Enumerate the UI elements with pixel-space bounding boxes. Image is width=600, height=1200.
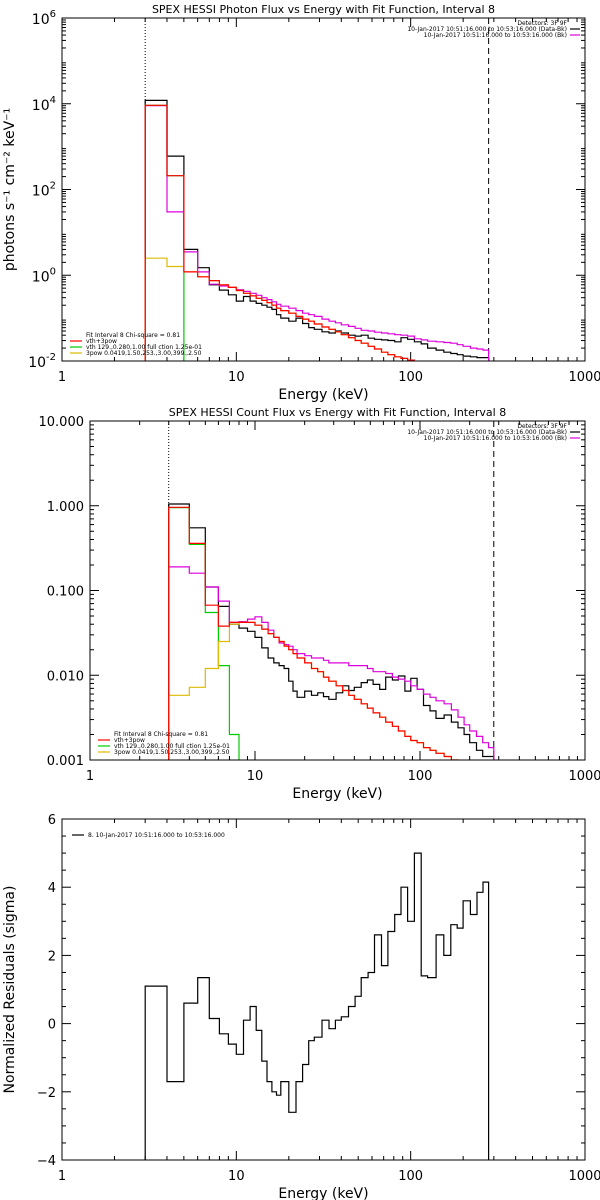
x-tick-label: 100	[408, 769, 433, 784]
x-tick-label: 10	[228, 370, 245, 385]
x-tick-label: 1	[58, 370, 66, 385]
legend-text: 3pow 0.0419,1.50,253.,3.00,399.,2.50	[114, 749, 230, 756]
x-tick-label: 10	[228, 1169, 245, 1184]
x-tick-label: 100	[398, 370, 423, 385]
x-axis-label: Energy (keV)	[278, 1186, 368, 1200]
y-tick-label: 6	[48, 813, 56, 828]
y-tick-label: 4	[48, 881, 56, 896]
y-tick-label: 104	[32, 95, 56, 114]
plot-area	[144, 99, 490, 361]
x-tick-label: 1	[86, 769, 94, 784]
legend-text: Detectors: 3F 9F	[517, 20, 567, 27]
series-line	[168, 503, 495, 760]
legend-text: vth+3pow	[114, 737, 145, 744]
chart-title: SPEX HESSI Photon Flux vs Energy with Fi…	[152, 3, 495, 16]
series-line	[144, 104, 490, 361]
y-tick-label: 0.001	[47, 754, 84, 769]
plot-area	[144, 852, 490, 1160]
x-tick-label: 1000	[568, 769, 600, 784]
x-tick-label: 10	[247, 769, 264, 784]
legend-text: Fit Interval 8 Chi-square = 0.81	[86, 332, 180, 339]
plot-frame	[89, 420, 586, 761]
plot-area	[168, 503, 495, 760]
plot-frame	[61, 17, 586, 362]
series-line	[144, 105, 490, 361]
legend-text: 10-Jan-2017 10:51:16.000 to 10:53:16.000…	[407, 26, 567, 33]
legend-text: vth 129.,0.280,1.00 full ction 1.25e-01	[86, 344, 202, 351]
plot-frame	[61, 818, 586, 1161]
y-tick-label: 0.010	[47, 669, 84, 684]
series-line	[144, 99, 490, 361]
legend-text: Fit Interval 8 Chi-square = 0.81	[114, 731, 208, 738]
chart-3: 1 10 100 1000 −4 −2 0 2 4 6 Energy (keV) Normalized…	[2, 813, 600, 1200]
series-line	[168, 566, 495, 760]
series-line	[168, 507, 495, 760]
y-tick-label: −2	[37, 1086, 56, 1101]
series-line	[144, 852, 490, 1160]
x-tick-label: 100	[398, 1169, 423, 1184]
x-tick-label: 1000	[568, 1169, 600, 1184]
legend-text: 10-Jan-2017 10:51:16.000 to 10:53:16.000…	[424, 435, 567, 442]
chart-2: SPEX HESSI Count Flux vs Energy with Fit…	[39, 406, 600, 802]
y-tick-label: 1.000	[47, 500, 84, 515]
y-tick-label: 10-2	[28, 352, 56, 371]
legend-text: vth 129.,0.280,1.00 full ction 1.25e-01	[114, 743, 230, 750]
legend-text: vth+3pow	[86, 338, 117, 345]
y-tick-label: −4	[37, 1154, 56, 1169]
legend-text: 10-Jan-2017 10:51:16.000 to 10:53:16.000…	[407, 429, 567, 436]
y-tick-label: 106	[32, 9, 56, 28]
y-tick-label: 102	[32, 181, 56, 200]
x-axis-label: Energy (keV)	[278, 387, 368, 403]
legend-text: Detectors: 3F 9F	[517, 423, 567, 430]
x-axis-label: Energy (keV)	[292, 786, 382, 802]
y-axis-label: photons s⁻¹ cm⁻² keV⁻¹	[2, 108, 18, 271]
y-tick-label: 0	[48, 1018, 56, 1033]
chart-title: SPEX HESSI Count Flux vs Energy with Fit…	[169, 406, 506, 419]
legend-text: 10-Jan-2017 10:51:16.000 to 10:53:16.000…	[424, 32, 567, 39]
legend-text: 3pow 0.0419,1.50,253.,3.00,399.,2.50	[86, 350, 202, 357]
y-axis-label: Normalized Residuals (sigma)	[2, 886, 18, 1094]
legend-text: 8. 10-Jan-2017 10:51:16.000 to 10:53:16.…	[88, 832, 225, 839]
y-tick-label: 10.000	[39, 415, 85, 430]
y-tick-label: 0.100	[47, 585, 84, 600]
chart-1: SPEX HESSI Photon Flux vs Energy with Fi…	[2, 3, 600, 403]
y-tick-label: 100	[32, 266, 56, 285]
x-tick-label: 1	[58, 1169, 66, 1184]
y-tick-label: 2	[48, 949, 56, 964]
series-line	[168, 506, 495, 760]
x-tick-label: 1000	[568, 370, 600, 385]
